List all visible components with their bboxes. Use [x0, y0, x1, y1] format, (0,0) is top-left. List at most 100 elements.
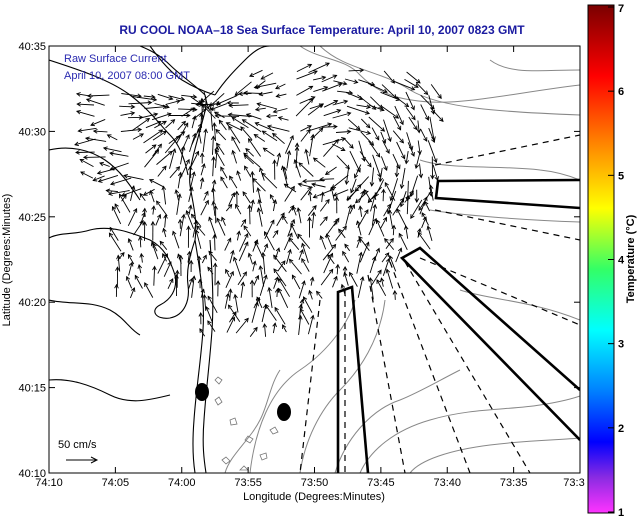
current-vector-head [190, 107, 196, 112]
current-vector-head [79, 158, 85, 164]
current-vector-head [244, 241, 249, 247]
current-vector [417, 232, 431, 250]
current-vector [265, 304, 277, 321]
current-vector [221, 217, 226, 226]
current-vector [396, 208, 408, 228]
current-vector [276, 212, 285, 227]
current-vector-head [261, 130, 267, 135]
current-vector [132, 133, 144, 140]
current-vector [323, 109, 341, 117]
current-vector-head [119, 193, 124, 199]
current-vector [229, 311, 237, 323]
current-vector-head [109, 181, 115, 186]
current-vector-head [404, 159, 410, 165]
current-vector [121, 188, 142, 197]
current-vector [243, 225, 252, 237]
current-vector-head [162, 227, 167, 233]
current-vector-head [376, 219, 381, 225]
current-vector-head [294, 146, 300, 151]
current-vector-head [308, 85, 314, 90]
current-vector-head [202, 254, 207, 260]
current-vector-head [396, 208, 401, 214]
current-vector [205, 306, 213, 322]
current-vector [144, 149, 159, 168]
current-vector-head [368, 277, 374, 282]
current-vector-head [360, 190, 365, 196]
current-vector [181, 107, 195, 117]
current-vector [229, 250, 234, 264]
current-vector [255, 107, 266, 111]
current-vector [210, 107, 213, 131]
current-vector [119, 194, 131, 213]
current-vector-head [417, 150, 422, 156]
current-vector-head [130, 111, 136, 116]
current-vector-head [311, 211, 316, 217]
current-vector [144, 106, 167, 109]
current-vector [196, 225, 206, 236]
current-vector-head [310, 314, 315, 320]
current-vector [107, 134, 118, 141]
current-vector-head [430, 174, 435, 180]
current-vector-head [430, 104, 435, 110]
current-vector [208, 217, 217, 238]
current-vector-head [397, 125, 402, 131]
current-vector-head [211, 179, 217, 185]
current-vector-head [258, 167, 264, 172]
current-vector-head [137, 127, 143, 132]
current-vector-head [329, 186, 335, 192]
current-vector [320, 178, 335, 180]
colorbar-ticks: 7 6 5 4 3 2 1 [608, 3, 625, 518]
current-vector [151, 242, 159, 260]
current-vector-head [307, 63, 313, 68]
current-vector [237, 271, 247, 286]
current-vector-head [271, 132, 277, 138]
current-vector [277, 260, 286, 272]
current-vector [330, 187, 335, 201]
current-vector [216, 143, 225, 155]
current-vector [130, 186, 135, 201]
current-vector [191, 276, 195, 298]
current-vector-head [341, 137, 346, 142]
current-vector-head [387, 137, 392, 143]
current-vector-head [423, 196, 428, 202]
current-vector-head [383, 166, 388, 171]
current-vector [157, 165, 167, 177]
current-vector-head [106, 134, 112, 139]
current-vector-head [167, 261, 172, 267]
current-vector [359, 242, 370, 263]
current-vector [302, 180, 325, 182]
current-vector-head [309, 276, 315, 282]
current-vector [321, 126, 337, 128]
current-vector [273, 277, 279, 289]
current-vector [298, 249, 304, 261]
current-vector [383, 70, 395, 84]
current-vector-head [384, 237, 389, 243]
current-vector [268, 287, 273, 309]
current-vector-head [334, 138, 340, 144]
current-vector-head [220, 176, 225, 182]
current-vector-head [359, 67, 365, 73]
current-vector [145, 121, 162, 129]
scale-label: 50 cm/s [58, 439, 97, 451]
current-vector [143, 95, 155, 98]
current-vector [298, 280, 305, 299]
current-vector [197, 128, 202, 144]
current-vector-head [186, 113, 191, 118]
current-vector [213, 123, 216, 142]
current-vector-head [158, 129, 164, 134]
current-vector [109, 152, 129, 157]
current-vector-head [152, 265, 157, 271]
current-vector-head [262, 147, 268, 153]
current-vector-head [394, 114, 400, 119]
current-vector [188, 278, 193, 289]
current-vector [344, 244, 351, 252]
colorbar-tick-label: 2 [618, 423, 624, 435]
current-vector-head [169, 278, 174, 283]
current-vector [267, 125, 290, 132]
current-vector-head [234, 190, 240, 196]
current-vector [151, 113, 172, 121]
current-vector-head [212, 262, 218, 268]
current-vector-head [229, 270, 234, 276]
current-vector-head [186, 225, 191, 231]
current-vector [211, 103, 228, 111]
